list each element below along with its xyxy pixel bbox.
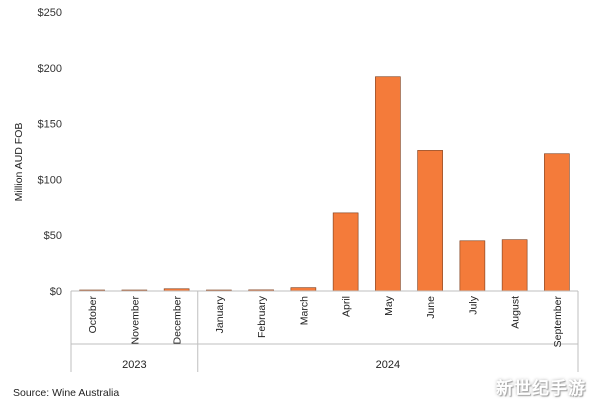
bar: [290, 287, 317, 292]
bar: [544, 153, 570, 292]
y-tick-label: $150: [38, 119, 62, 131]
group-label: 2024: [376, 359, 400, 371]
group-label: 2023: [122, 359, 146, 371]
category-label: March: [298, 296, 310, 325]
bar: [459, 240, 486, 292]
source-note: Source: Wine Australia: [13, 387, 120, 399]
category-label: June: [425, 296, 437, 319]
category-label: May: [383, 295, 395, 316]
y-axis-ticks: $0 $50 $100 $150 $200 $250: [38, 7, 62, 298]
category-label: December: [172, 295, 184, 344]
y-axis-label: Million AUD FOB: [13, 123, 25, 202]
y-tick-label: $250: [38, 7, 62, 19]
bar: [332, 212, 359, 292]
bars: [79, 76, 570, 292]
category-label: April: [341, 296, 353, 317]
group-labels: 2023 2024: [122, 359, 400, 371]
y-tick-label: $0: [50, 286, 62, 298]
category-label: January: [214, 295, 226, 333]
category-label: October: [87, 296, 99, 334]
category-label: July: [467, 295, 479, 314]
category-label: November: [129, 295, 141, 344]
bar: [417, 150, 443, 292]
y-tick-label: $100: [38, 174, 62, 186]
bar: [375, 76, 401, 292]
category-label: August: [510, 296, 522, 329]
watermark: 新世纪手游: [496, 379, 586, 399]
category-label: February: [256, 295, 268, 338]
y-tick-label: $50: [44, 230, 62, 242]
axes: [70, 290, 579, 372]
category-labels: October November December January February Ma…: [87, 295, 564, 347]
y-tick-label: $200: [38, 63, 62, 75]
category-label: September: [552, 296, 564, 348]
bar: [501, 239, 528, 292]
